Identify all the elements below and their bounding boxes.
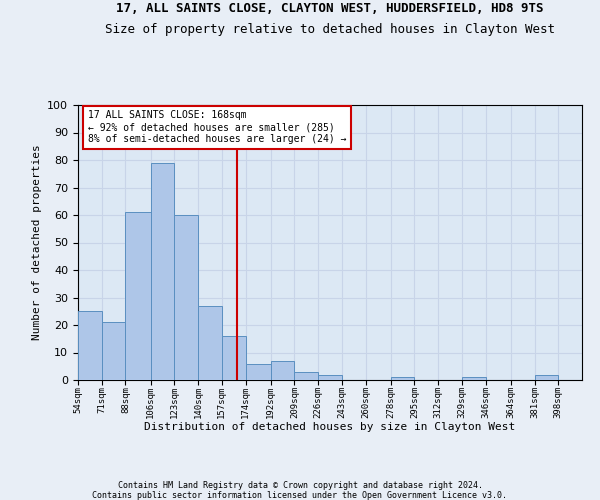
Bar <box>151 163 175 380</box>
Text: Distribution of detached houses by size in Clayton West: Distribution of detached houses by size … <box>145 422 515 432</box>
Bar <box>271 361 295 380</box>
Bar <box>198 306 222 380</box>
Bar <box>295 372 318 380</box>
Text: Size of property relative to detached houses in Clayton West: Size of property relative to detached ho… <box>105 22 555 36</box>
Bar <box>391 377 415 380</box>
Text: 17 ALL SAINTS CLOSE: 168sqm
← 92% of detached houses are smaller (285)
8% of sem: 17 ALL SAINTS CLOSE: 168sqm ← 92% of det… <box>88 110 347 144</box>
Bar <box>318 374 342 380</box>
Bar <box>102 322 125 380</box>
Bar <box>125 212 151 380</box>
Text: Contains HM Land Registry data © Crown copyright and database right 2024.
Contai: Contains HM Land Registry data © Crown c… <box>92 480 508 500</box>
Bar <box>78 311 102 380</box>
Bar <box>175 215 198 380</box>
Bar <box>245 364 271 380</box>
Y-axis label: Number of detached properties: Number of detached properties <box>32 144 42 340</box>
Bar <box>222 336 245 380</box>
Text: 17, ALL SAINTS CLOSE, CLAYTON WEST, HUDDERSFIELD, HD8 9TS: 17, ALL SAINTS CLOSE, CLAYTON WEST, HUDD… <box>116 2 544 16</box>
Bar <box>462 377 485 380</box>
Bar <box>535 374 558 380</box>
